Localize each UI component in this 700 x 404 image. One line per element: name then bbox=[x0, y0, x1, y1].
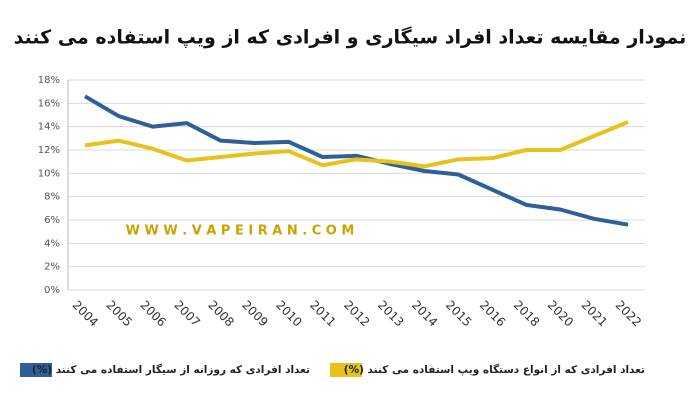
chart-title: نمودار مقایسه تعداد افراد سیگاری و افراد… bbox=[14, 26, 687, 49]
y-tick-label: 2% bbox=[44, 262, 60, 273]
x-tick-label: 2021 bbox=[579, 298, 610, 329]
x-tick-label: 2010 bbox=[273, 298, 304, 329]
x-tick-label: 2020 bbox=[545, 298, 576, 329]
x-tick-label: 2006 bbox=[137, 298, 168, 329]
legend-label: تعداد افرادی که روزانه از سیگار استفاده … bbox=[32, 363, 310, 376]
x-tick-label: 2015 bbox=[443, 298, 474, 329]
series-line bbox=[83, 94, 629, 227]
y-tick-label: 8% bbox=[44, 192, 60, 203]
y-tick-label: 10% bbox=[38, 168, 60, 179]
x-tick-label: 2011 bbox=[307, 298, 338, 329]
y-tick-label: 4% bbox=[44, 238, 60, 249]
x-tick-label: 2016 bbox=[477, 298, 508, 329]
legend-swatch bbox=[330, 363, 362, 377]
x-tick-label: 2018 bbox=[511, 298, 542, 329]
x-tick-label: 2005 bbox=[104, 298, 135, 329]
watermark: W W W . V A P E I R A N . C O M bbox=[126, 224, 355, 239]
legend-swatch bbox=[20, 363, 52, 377]
x-tick-label: 2022 bbox=[613, 298, 644, 329]
x-tick-label: 2009 bbox=[239, 298, 270, 329]
x-tick-label: 2014 bbox=[409, 298, 440, 329]
legend-label: تعداد افرادی که از انواع دستگاه ویپ استف… bbox=[344, 363, 645, 376]
series-line bbox=[84, 120, 629, 169]
x-tick-label: 2012 bbox=[341, 298, 372, 329]
x-tick-label: 2007 bbox=[171, 298, 202, 329]
x-tick-label: 2013 bbox=[375, 298, 406, 329]
y-tick-label: 18% bbox=[38, 75, 60, 86]
y-tick-label: 14% bbox=[38, 122, 60, 133]
y-tick-label: 12% bbox=[38, 145, 60, 156]
y-tick-label: 0% bbox=[44, 285, 60, 296]
x-tick-label: 2004 bbox=[70, 298, 101, 329]
y-tick-label: 16% bbox=[38, 98, 60, 109]
x-tick-label: 2008 bbox=[205, 298, 236, 329]
y-tick-label: 6% bbox=[44, 215, 60, 226]
